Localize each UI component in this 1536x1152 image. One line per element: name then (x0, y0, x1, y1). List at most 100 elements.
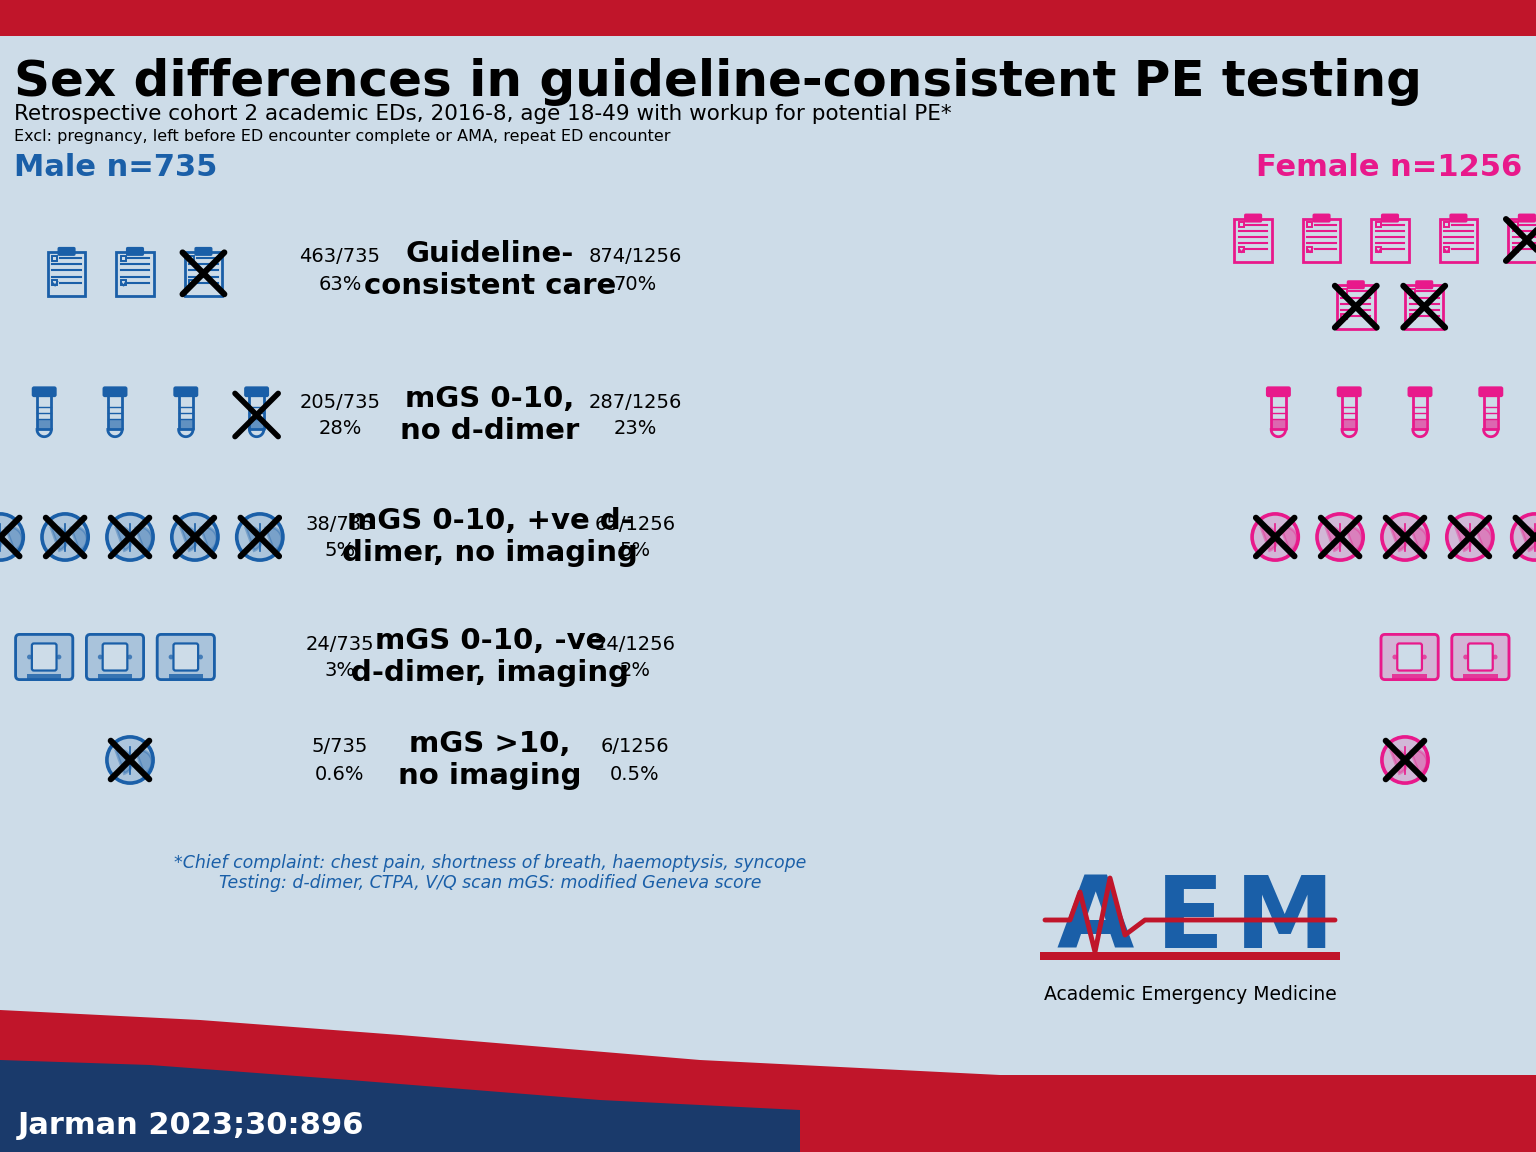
Bar (1342, 419, 1355, 430)
Circle shape (1493, 654, 1498, 659)
Text: Female n=1256: Female n=1256 (1256, 152, 1522, 182)
Text: 5%: 5% (619, 541, 651, 561)
FancyBboxPatch shape (1452, 215, 1465, 221)
Text: mGS 0-10, -ve
d-dimer, imaging: mGS 0-10, -ve d-dimer, imaging (352, 627, 630, 688)
Text: *Chief complaint: chest pain, shortness of breath, haemoptysis, syncope: *Chief complaint: chest pain, shortness … (174, 854, 806, 872)
Text: 28%: 28% (318, 419, 361, 439)
Bar (1240, 247, 1244, 252)
FancyBboxPatch shape (34, 388, 55, 396)
Circle shape (1382, 514, 1428, 560)
Wedge shape (1410, 750, 1427, 774)
FancyBboxPatch shape (1452, 635, 1508, 680)
Bar (1413, 419, 1427, 430)
Circle shape (237, 514, 283, 560)
Bar (1341, 289, 1347, 294)
Text: 24/1256: 24/1256 (594, 635, 676, 653)
Bar (1392, 674, 1427, 680)
Wedge shape (1392, 528, 1407, 551)
FancyBboxPatch shape (1519, 215, 1534, 221)
FancyBboxPatch shape (127, 249, 143, 255)
Text: Academic Emergency Medicine: Academic Emergency Medicine (1043, 985, 1336, 1005)
FancyBboxPatch shape (157, 635, 215, 680)
FancyBboxPatch shape (246, 388, 267, 396)
Wedge shape (1346, 528, 1362, 551)
Circle shape (28, 654, 32, 659)
Bar (189, 256, 195, 260)
Bar (52, 280, 57, 286)
Text: 6/1256: 6/1256 (601, 737, 670, 757)
Circle shape (1511, 514, 1536, 560)
Circle shape (1464, 654, 1468, 659)
FancyBboxPatch shape (1479, 388, 1502, 396)
FancyBboxPatch shape (103, 644, 127, 670)
Text: M: M (1235, 872, 1335, 969)
Text: 65/1256: 65/1256 (594, 515, 676, 533)
FancyBboxPatch shape (175, 388, 197, 396)
Circle shape (1447, 514, 1493, 560)
Bar (1485, 419, 1498, 430)
Bar (98, 674, 132, 680)
Wedge shape (1261, 528, 1278, 551)
Wedge shape (1476, 528, 1491, 551)
FancyBboxPatch shape (1409, 388, 1432, 396)
Bar (1341, 313, 1347, 319)
Bar (1240, 222, 1244, 227)
Text: 63%: 63% (318, 274, 361, 294)
FancyBboxPatch shape (1416, 281, 1432, 288)
FancyBboxPatch shape (1349, 281, 1364, 288)
Wedge shape (6, 528, 22, 551)
FancyBboxPatch shape (86, 635, 143, 680)
Circle shape (1382, 737, 1428, 783)
Bar (1464, 674, 1498, 680)
Bar (38, 419, 51, 430)
Text: Jarman 2023;30:896: Jarman 2023;30:896 (18, 1111, 364, 1139)
Text: 463/735: 463/735 (300, 248, 381, 266)
Text: 2%: 2% (619, 661, 651, 681)
Text: E: E (1157, 872, 1224, 969)
Text: 0.5%: 0.5% (610, 765, 660, 783)
Text: Retrospective cohort 2 academic EDs, 2016-8, age 18-49 with workup for potential: Retrospective cohort 2 academic EDs, 201… (14, 104, 952, 124)
FancyBboxPatch shape (1381, 635, 1438, 680)
FancyBboxPatch shape (1313, 215, 1329, 221)
FancyBboxPatch shape (1338, 388, 1361, 396)
Wedge shape (115, 528, 132, 551)
Bar (0, 0, 1536, 36)
Text: Sex differences in guideline-consistent PE testing: Sex differences in guideline-consistent … (14, 58, 1422, 106)
Bar (1410, 313, 1415, 319)
FancyBboxPatch shape (1267, 388, 1290, 396)
Bar (1272, 419, 1284, 430)
Wedge shape (135, 528, 152, 551)
Bar (1513, 247, 1518, 252)
Circle shape (127, 654, 132, 659)
FancyBboxPatch shape (195, 249, 210, 255)
Wedge shape (115, 750, 132, 774)
Text: 38/735: 38/735 (306, 515, 375, 533)
Circle shape (1393, 654, 1398, 659)
Wedge shape (1326, 528, 1342, 551)
Circle shape (1252, 514, 1298, 560)
Circle shape (98, 654, 103, 659)
FancyBboxPatch shape (1382, 215, 1398, 221)
Text: 70%: 70% (613, 274, 656, 294)
Text: 5%: 5% (324, 541, 355, 561)
FancyBboxPatch shape (1468, 644, 1493, 670)
Circle shape (0, 514, 23, 560)
Polygon shape (0, 1060, 800, 1152)
Text: mGS 0-10,
no d-dimer: mGS 0-10, no d-dimer (401, 385, 579, 445)
FancyBboxPatch shape (32, 644, 57, 670)
Bar (189, 280, 195, 286)
Circle shape (172, 514, 218, 560)
Bar (169, 674, 203, 680)
Text: Male n=735: Male n=735 (14, 152, 218, 182)
Circle shape (57, 654, 61, 659)
Polygon shape (0, 1010, 1536, 1152)
Bar (250, 419, 263, 430)
Bar (1513, 222, 1518, 227)
Bar (52, 256, 57, 260)
FancyBboxPatch shape (174, 644, 198, 670)
Circle shape (169, 654, 174, 659)
Wedge shape (1521, 528, 1536, 551)
FancyBboxPatch shape (1246, 215, 1261, 221)
Text: 23%: 23% (613, 419, 657, 439)
Text: A: A (1057, 872, 1134, 969)
